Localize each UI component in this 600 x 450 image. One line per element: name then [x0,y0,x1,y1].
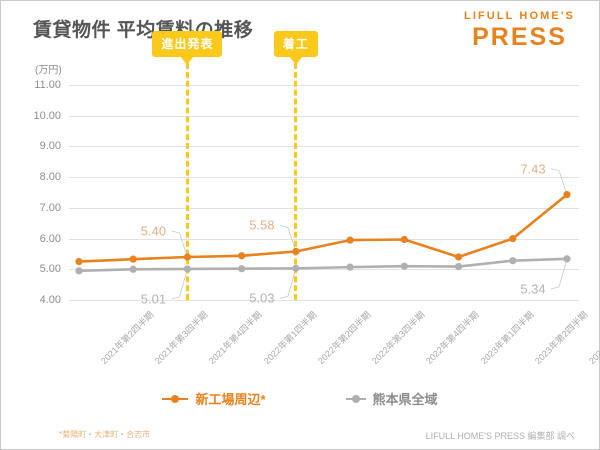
legend-line-marker-icon [345,394,366,404]
data-point[interactable] [454,262,463,271]
event-dashed-line [185,63,192,300]
y-axis-tick-label: 8.00 [39,171,61,184]
x-axis-tick-label: 2023年第2四半期 [532,309,590,367]
source-credit: LIFULL HOME'S PRESS 編集部 調べ [425,431,575,441]
data-point-label: 7.43 [520,161,546,177]
x-axis-tick-label: 2022年第3四半期 [370,309,427,367]
data-point[interactable] [238,265,246,273]
y-axis-unit-label: (万円) [35,65,62,76]
data-point[interactable] [292,247,300,256]
plot-area: 11.00 10.00 9.00 8.00 7.00 6.00 5.00 4.00 進出発表 着… [33,31,600,366]
logo-bottom-text: PRESS [472,23,567,51]
x-axis-tick-label: 2021年第3四半期 [153,309,210,367]
data-point[interactable] [346,236,354,244]
gridline [69,207,579,209]
gridline [69,238,579,240]
y-axis-tick-label: 4.00 [39,294,61,306]
series-line [77,257,569,273]
data-point[interactable] [563,191,571,199]
gridline [69,115,579,117]
y-axis-tick-label: 11.00 [34,79,61,91]
footnote-text: *菊陽町・大津町・合志市 [59,430,151,439]
legend-label: 新工場周辺* [195,392,266,407]
gridline [69,146,579,148]
data-point[interactable] [454,253,463,261]
data-point[interactable] [400,262,408,270]
chart-legend: 新工場周辺* 熊本県全域 [1,389,599,408]
x-axis-tick-label: 2021年第4四半期 [207,309,264,367]
data-point[interactable] [509,234,517,243]
x-axis-tick-label: 2022年第4四半期 [424,309,481,367]
data-point[interactable] [238,252,246,260]
logo-top-text: LIFULL HOME'S [464,10,575,22]
gridline [69,269,579,271]
legend-item-new-factory-area[interactable]: 新工場周辺* [162,389,266,408]
event-flag: 着工 [273,31,318,57]
gridline [69,300,579,301]
series-lines [75,191,571,275]
data-point[interactable] [292,264,300,272]
data-point-label: 5.01 [140,291,167,307]
legend-label: 熊本県全域 [372,392,438,407]
legend-item-kumamoto-prefecture[interactable]: 熊本県全域 [345,389,438,408]
gridline [69,85,579,86]
data-point[interactable] [563,255,571,263]
data-point[interactable] [346,263,354,271]
series-line [77,193,569,263]
data-point[interactable] [129,265,137,273]
y-axis-tick-label: 5.00 [39,263,61,276]
event-dashed-line [294,63,300,300]
y-axis-tick-label: 9.00 [39,140,61,153]
legend-line-marker-icon [162,394,189,404]
data-point-label: 5.58 [249,217,275,233]
data-point-label: 5.40 [140,223,167,239]
data-point[interactable] [129,255,137,263]
data-point-label: 5.34 [520,281,546,297]
lifull-homes-press-logo: LIFULL HOME'S PRESS [464,11,575,50]
y-axis-tick-label: 10.00 [33,109,61,122]
data-point[interactable] [509,257,517,265]
gridline [69,177,579,179]
x-axis-tick-label: 2022年第1四半期 [261,309,319,367]
data-point[interactable] [400,235,408,244]
event-flag: 進出発表 [152,31,223,57]
label-leader-lines [171,168,568,300]
y-axis-tick-label: 7.00 [39,201,61,214]
y-axis-tick-label: 6.00 [39,232,61,245]
data-point[interactable] [183,253,192,261]
data-point[interactable] [75,258,83,266]
data-point-label: 5.03 [249,290,275,306]
x-axis-tick-label: 2021年第2四半期 [98,309,156,367]
data-point[interactable] [75,267,83,275]
data-point[interactable] [183,265,192,273]
x-axis-tick-label: 2022年第2四半期 [315,309,373,367]
x-axis-tick-label: 2023年第1四半期 [478,309,536,367]
